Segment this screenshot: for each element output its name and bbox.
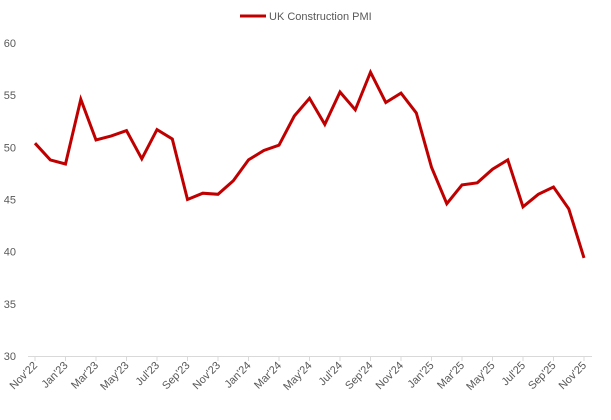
x-tick-label: Sep'23 [160, 360, 192, 392]
y-tick-label: 50 [4, 142, 16, 154]
x-tick-label: Nov'23 [191, 360, 223, 392]
legend-label: UK Construction PMI [269, 11, 372, 23]
x-tick-label: Jan'23 [39, 360, 70, 391]
x-tick-label: May'24 [281, 360, 314, 393]
series-line [35, 72, 584, 258]
x-tick-label: May'25 [464, 360, 497, 393]
x-tick-label: Nov'25 [557, 360, 589, 392]
x-tick-label: Sep'25 [526, 360, 558, 392]
y-tick-label: 30 [4, 351, 16, 363]
legend: UK Construction PMI [240, 11, 372, 23]
y-axis: 30 35 40 45 50 55 60 [4, 38, 16, 363]
x-tick-label: Nov'24 [374, 360, 406, 392]
x-tick-label: Jul'25 [500, 360, 529, 389]
y-tick-label: 45 [4, 195, 16, 207]
series-group [35, 72, 584, 258]
x-tick-label: Nov'22 [8, 360, 40, 392]
x-tick-label: Jul'24 [317, 360, 346, 389]
x-tick-label: Jan'24 [222, 360, 253, 391]
y-tick-label: 55 [4, 90, 16, 102]
y-tick-label: 40 [4, 247, 16, 259]
y-tick-label: 35 [4, 299, 16, 311]
x-tick-label: Mar'23 [69, 360, 101, 392]
y-tick-label: 60 [4, 38, 16, 50]
x-tick-label: Mar'24 [252, 360, 284, 392]
x-tick-label: May'23 [98, 360, 131, 393]
x-tick-label: Sep'24 [343, 360, 375, 392]
x-tick-label: Mar'25 [435, 360, 467, 392]
x-tick-label: Jul'23 [134, 360, 163, 389]
x-tick-label: Jan'25 [405, 360, 436, 391]
